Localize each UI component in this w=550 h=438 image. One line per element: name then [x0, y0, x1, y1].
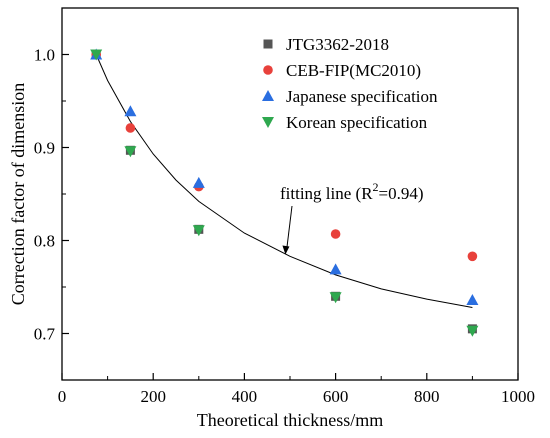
data-point: [124, 146, 137, 158]
legend-label: Korean specification: [286, 113, 428, 132]
x-tick-label: 0: [58, 387, 67, 406]
data-point: [124, 105, 137, 117]
annotation-arrow-line: [286, 205, 293, 248]
y-tick-label: 0.7: [34, 325, 56, 344]
y-tick-label: 0.8: [34, 232, 55, 251]
y-tick-label: 1.0: [34, 46, 55, 65]
data-point: [330, 229, 341, 239]
y-tick-label: 0.9: [34, 139, 55, 158]
data-point: [125, 123, 136, 133]
x-tick-label: 1000: [501, 387, 535, 406]
data-point: [466, 294, 479, 306]
data-point: [90, 49, 103, 61]
annotation: fitting line (R2=0.94): [280, 180, 424, 255]
legend-label: CEB-FIP(MC2010): [286, 61, 421, 80]
legend-label: Japanese specification: [286, 87, 438, 106]
legend: JTG3362-2018 CEB-FIP(MC2010) Japanese spec…: [262, 35, 438, 132]
legend-marker: [263, 65, 273, 75]
data-points: [90, 48, 479, 337]
legend-marker: [262, 117, 274, 128]
x-tick-label: 800: [414, 387, 440, 406]
legend-label: JTG3362-2018: [286, 35, 389, 54]
series-2: [91, 49, 478, 262]
data-point: [192, 176, 205, 188]
x-tick-label: 200: [140, 387, 166, 406]
x-axis-title: Theoretical thickness/mm: [197, 410, 383, 430]
annotation-arrowhead: [282, 245, 290, 255]
data-point: [329, 292, 342, 304]
series-4: [90, 49, 479, 337]
axes: 0 200 400 600 800 1000 0.7 0.8 0.9 1.0: [34, 7, 535, 406]
x-tick-label: 400: [232, 387, 258, 406]
legend-marker: [262, 90, 274, 101]
data-point: [466, 325, 479, 337]
data-point: [329, 263, 342, 275]
fit-annotation-label: fitting line (R2=0.94): [280, 180, 424, 203]
data-point: [192, 225, 205, 237]
legend-marker: [263, 39, 273, 49]
x-tick-label: 600: [323, 387, 349, 406]
y-axis-title: Correction factor of dimension: [8, 83, 28, 305]
data-point: [467, 251, 478, 262]
